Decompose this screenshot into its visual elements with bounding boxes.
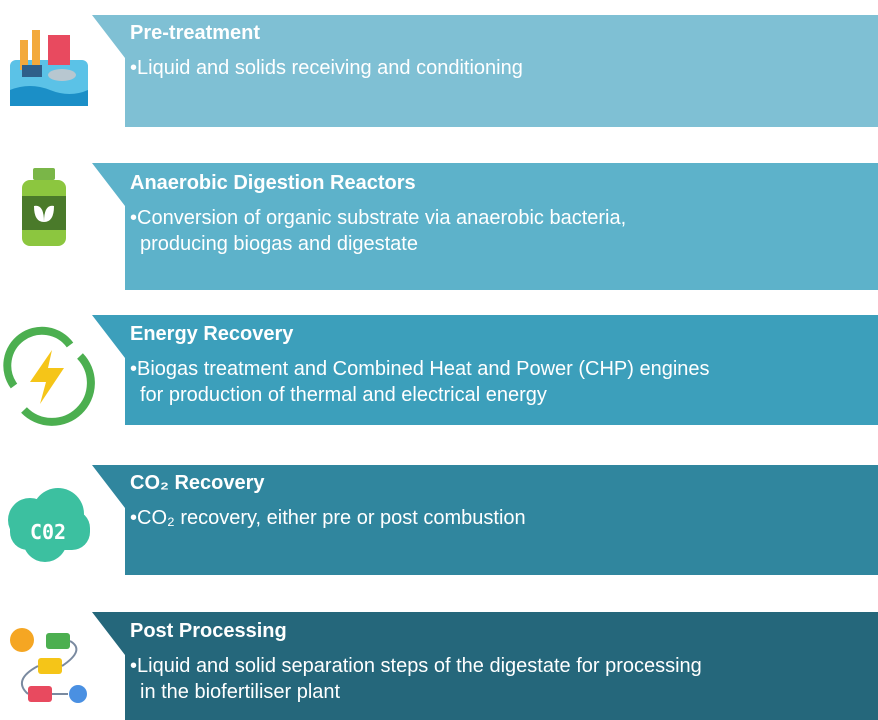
step: Energy Recovery •Biogas treatment and Com… [130,323,875,408]
step: Post Processing •Liquid and solid separat… [130,620,875,705]
step-title: Pre-treatment [130,22,261,44]
icon-plant [10,30,88,106]
icon-energy [3,326,95,426]
step: CO₂ Recovery •CO₂ recovery, either pre or… [130,472,875,531]
icon-workflow [10,628,87,703]
step-description: in the biofertiliser plant [140,681,341,703]
icon-co2: C02 [8,488,90,562]
svg-text:C02: C02 [30,520,66,544]
step: Anaerobic Digestion Reactors •Conversion … [130,172,875,257]
step-description: •Conversion of organic substrate via ana… [130,207,627,229]
step-description: •CO₂ recovery, either pre or post combus… [130,507,526,529]
icon-gas-cylinder [22,168,66,246]
step-title: Post Processing [130,620,287,642]
step: Pre-treatment •Liquid and solids receivin… [130,22,875,81]
step-description: •Liquid and solid separation steps of th… [130,655,702,677]
step-description: for production of thermal and electrical… [140,384,547,406]
band [92,315,878,425]
band [92,163,878,290]
step-description: •Liquid and solids receiving and conditi… [130,57,523,79]
band [92,15,878,127]
step-title: CO₂ Recovery [130,472,265,494]
step-description: producing biogas and digestate [140,233,418,255]
band [92,465,878,575]
step-description: •Biogas treatment and Combined Heat and … [130,358,710,380]
step-title: Energy Recovery [130,323,294,345]
step-title: Anaerobic Digestion Reactors [130,172,416,194]
band [92,612,878,720]
